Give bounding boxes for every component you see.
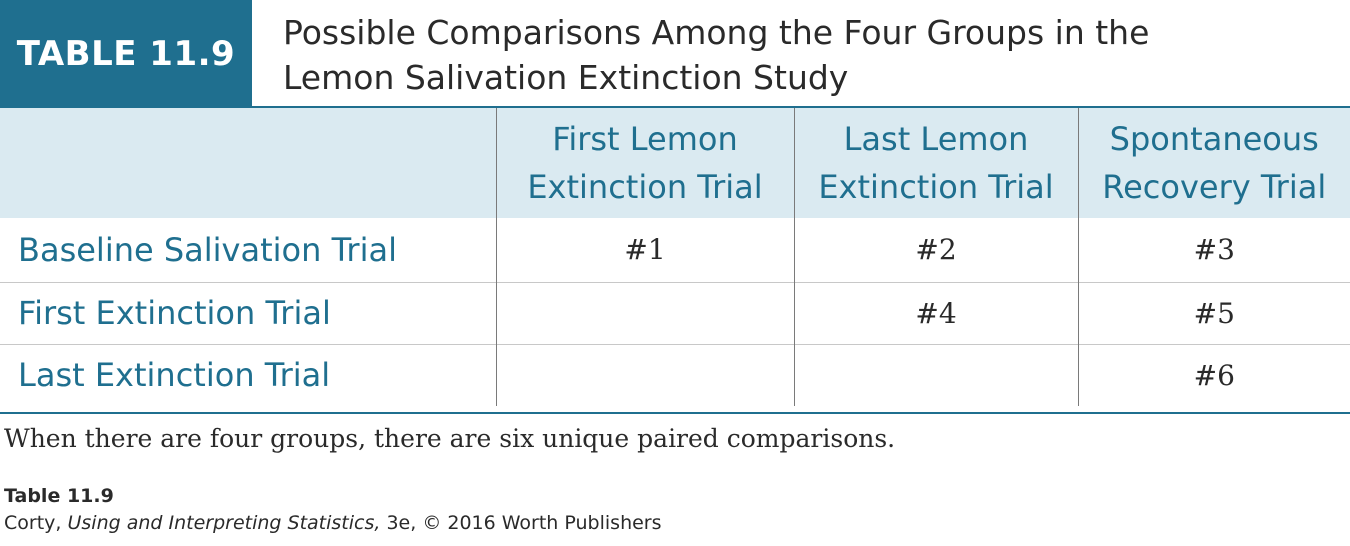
table-bottom-rule [0, 412, 1350, 414]
column-header-line: Extinction Trial [818, 168, 1054, 206]
table-cell [495, 343, 794, 406]
table-title-line-2: Lemon Salivation Extinction Study [283, 58, 849, 97]
table-title: Possible Comparisons Among the Four Grou… [283, 10, 1323, 100]
column-header-line: First Lemon [552, 120, 738, 158]
comparison-table: First Lemon Extinction Trial Last Lemon … [0, 108, 1350, 414]
table-number-badge: TABLE 11.9 [0, 0, 252, 108]
table-cell: #6 [1077, 343, 1350, 406]
table-row: First Extinction Trial #4 #5 [0, 281, 1350, 344]
column-header-line: Extinction Trial [527, 168, 763, 206]
table-note: When there are four groups, there are si… [4, 424, 896, 453]
table-cell: #4 [793, 281, 1078, 344]
figure-reference-title: Table 11.9 [4, 485, 114, 507]
column-header-line: Last Lemon [843, 120, 1029, 158]
row-label: Last Extinction Trial [0, 343, 496, 406]
column-header-line: Spontaneous [1109, 120, 1319, 158]
row-label: Baseline Salivation Trial [18, 230, 397, 269]
credit-author: Corty, [4, 512, 68, 534]
column-header-row: First Lemon Extinction Trial Last Lemon … [0, 108, 1350, 218]
table-row: Last Extinction Trial #6 [0, 343, 1350, 406]
table-row: Baseline Salivation Trial #1 #2 #3 [0, 218, 1350, 282]
column-header: Spontaneous Recovery Trial [1077, 108, 1350, 218]
table-title-line-1: Possible Comparisons Among the Four Grou… [283, 13, 1150, 52]
table-cell [495, 281, 794, 344]
table-cell: #5 [1077, 281, 1350, 344]
table-cell: #1 [495, 218, 794, 282]
table-cell: #2 [793, 218, 1078, 282]
column-header: First Lemon Extinction Trial [495, 108, 794, 218]
header-rule [252, 106, 1350, 108]
column-header: Last Lemon Extinction Trial [793, 108, 1078, 218]
table-cell: #3 [1077, 218, 1350, 282]
table-header: TABLE 11.9 Possible Comparisons Among th… [0, 0, 1350, 108]
corner-cell [0, 108, 496, 218]
credit-book-title: Using and Interpreting Statistics, [67, 512, 381, 534]
publisher-credit: Corty, Using and Interpreting Statistics… [4, 512, 662, 534]
table-cell [793, 343, 1078, 406]
column-header-line: Recovery Trial [1102, 168, 1327, 206]
credit-edition: 3e, © 2016 Worth Publishers [380, 512, 662, 534]
row-label: First Extinction Trial [0, 281, 496, 344]
